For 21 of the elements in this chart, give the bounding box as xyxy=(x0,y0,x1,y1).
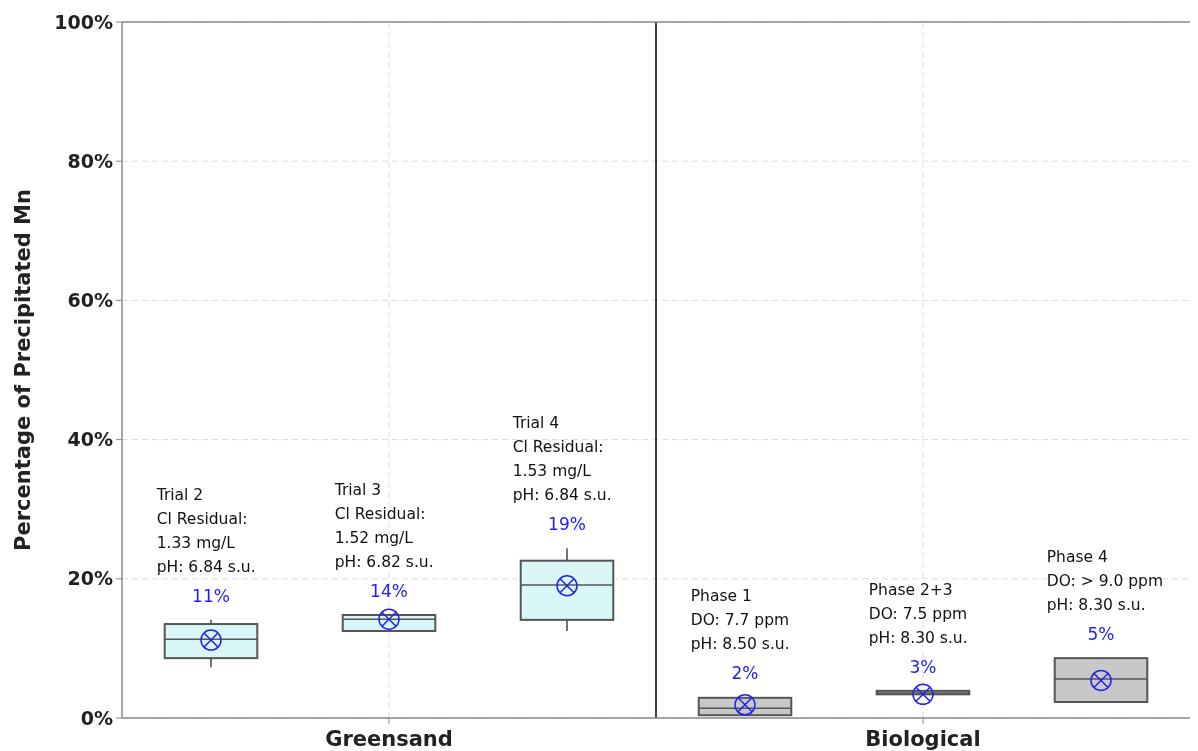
annotation: Phase 2+3 DO: 7.5 ppm pH: 8.30 s.u. xyxy=(868,580,968,647)
text: 11% xyxy=(192,585,230,606)
x-tick-label: Greensand xyxy=(325,727,453,751)
y-tick-label: 20% xyxy=(67,567,113,590)
y-axis-title: Percentage of Precipitated Mn xyxy=(11,189,35,551)
text: 3% xyxy=(909,656,937,677)
text: 19% xyxy=(548,514,586,535)
text: 5% xyxy=(1087,624,1115,645)
y-tick-label: 60% xyxy=(67,289,113,312)
y-tick-label: 40% xyxy=(67,428,113,451)
text: 2% xyxy=(731,663,759,684)
y-tick-label: 0% xyxy=(80,706,113,729)
annotation: Trial 3 Cl Residual: 1.52 mg/L pH: 6.82 s.u. xyxy=(333,480,434,571)
annotation: Phase 1 DO: 7.7 ppm pH: 8.50 s.u. xyxy=(690,587,790,654)
text: 14% xyxy=(370,580,408,601)
annotation: Phase 4 DO: > 9.0 ppm pH: 8.30 s.u. xyxy=(1046,548,1163,615)
y-tick-label: 80% xyxy=(67,149,113,172)
x-tick-label: Biological xyxy=(865,727,981,751)
annotation: Trial 2 Cl Residual: 1.33 mg/L pH: 6.84 s.u. xyxy=(155,485,256,576)
y-tick-label: 100% xyxy=(54,10,113,33)
annotation: Trial 4 Cl Residual: 1.53 mg/L pH: 6.84 s.u. xyxy=(511,414,612,505)
